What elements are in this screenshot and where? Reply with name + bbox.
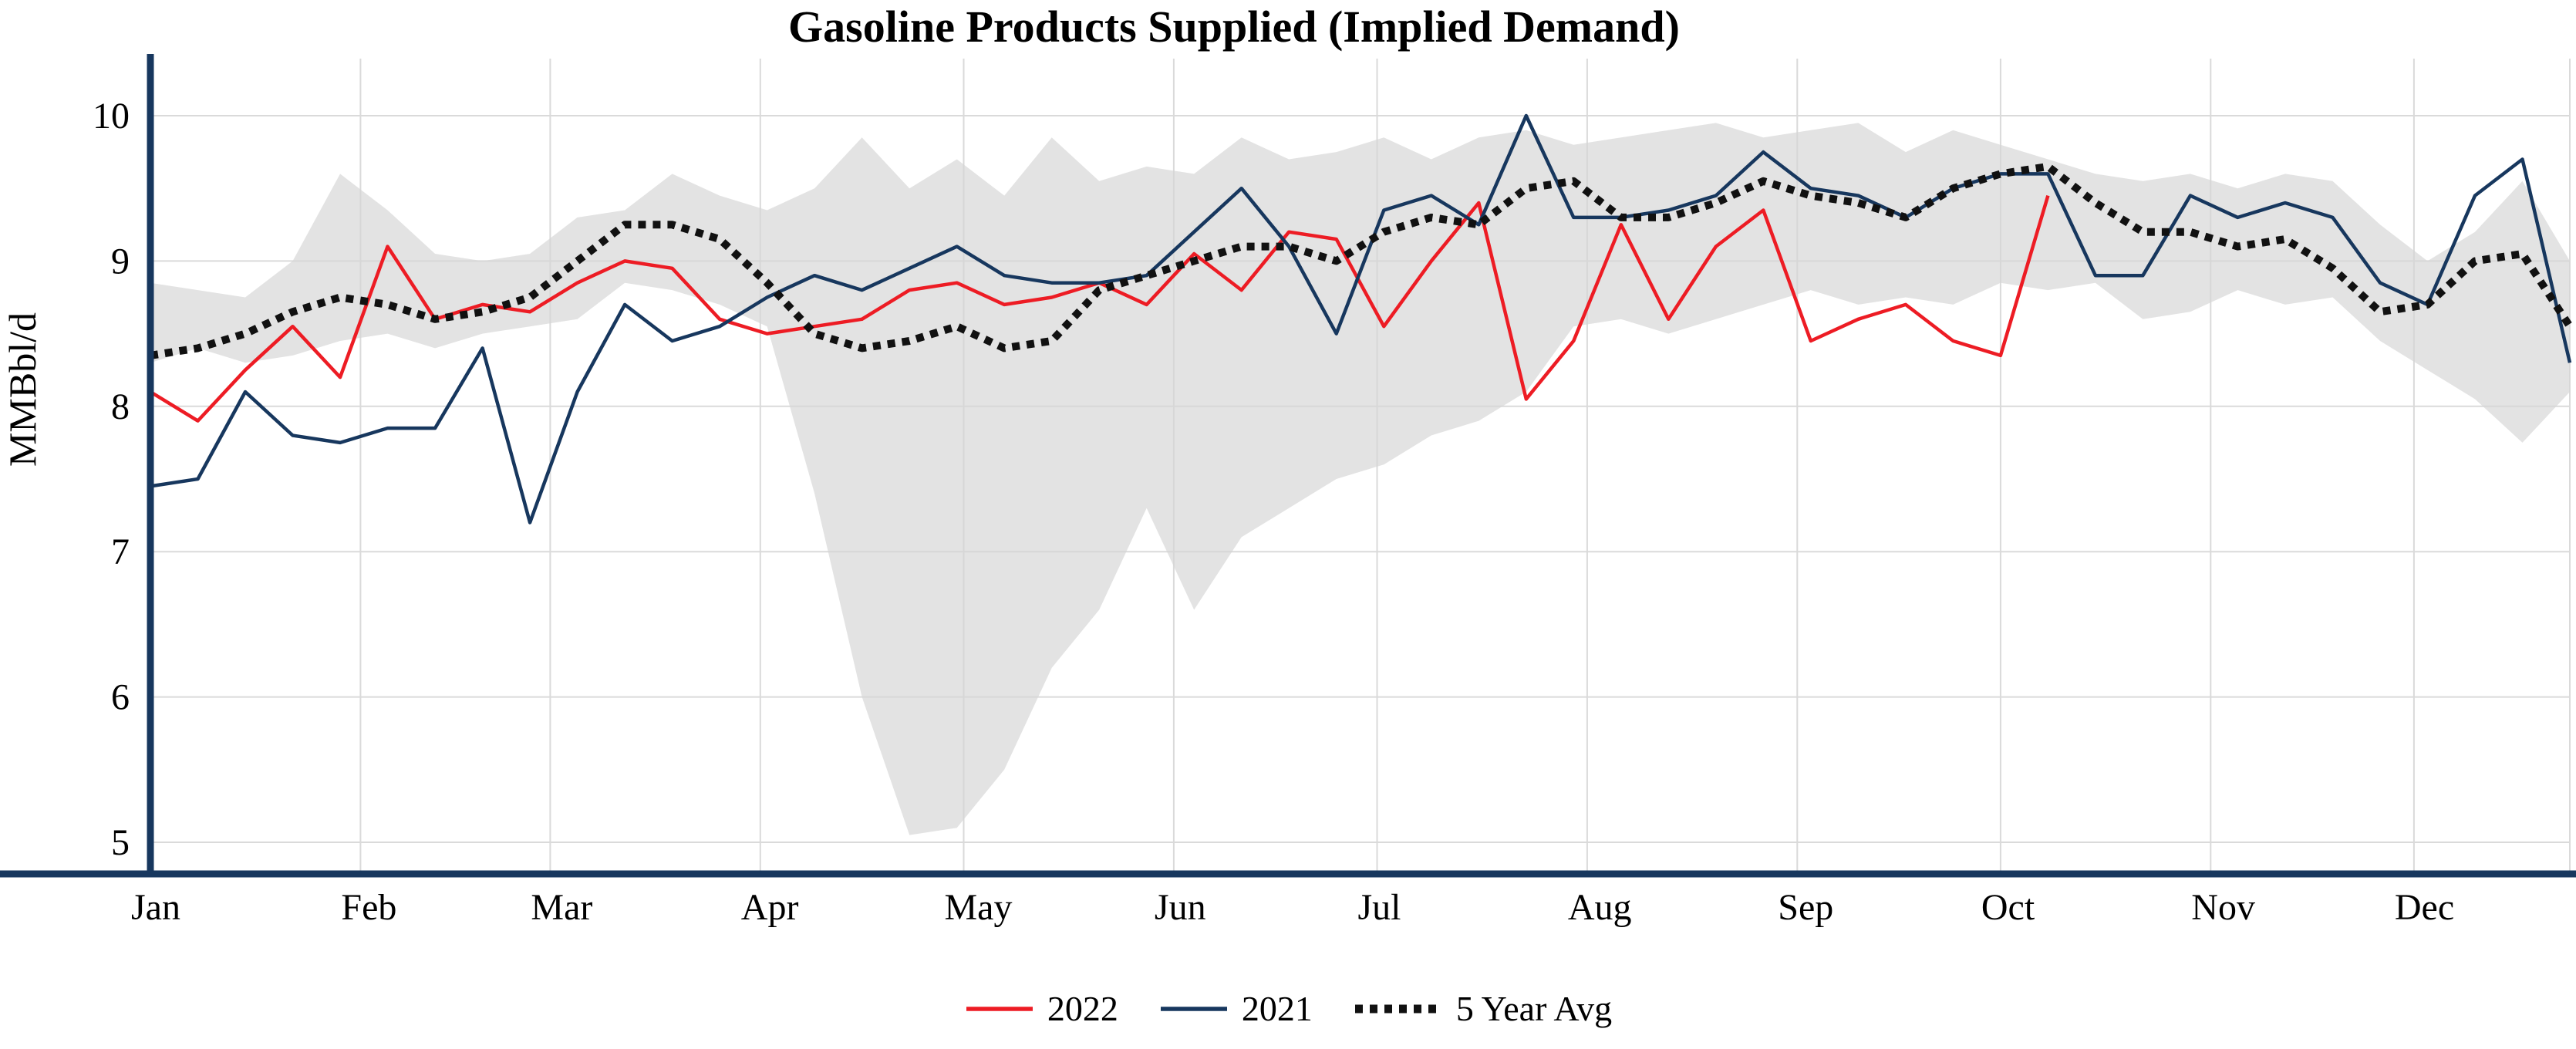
y-tick-label: 5	[111, 822, 130, 863]
legend-item-5-year-avg: 5 Year Avg	[1353, 988, 1612, 1029]
x-month-label-oct: Oct	[1981, 887, 2035, 928]
legend-item-2021: 2021	[1158, 988, 1313, 1029]
five-year-range-band	[150, 123, 2570, 835]
y-tick-label: 9	[111, 241, 130, 282]
series-lines	[149, 113, 2574, 524]
y-tick-label: 6	[111, 677, 130, 718]
legend-line-sample-2021	[1160, 1006, 1227, 1011]
legend-line-sample-2022	[966, 1006, 1033, 1011]
x-month-label-feb: Feb	[341, 887, 396, 928]
legend-label-2022: 2022	[1047, 989, 1118, 1028]
legend-item-2022: 2022	[964, 988, 1118, 1029]
chart-legend: 2022 2021 5 Year Avg	[0, 988, 2576, 1029]
y-axis-label: MMBbl/d	[1, 312, 44, 467]
x-month-label-dec: Dec	[2395, 887, 2454, 928]
axis-spines	[0, 54, 2576, 878]
legend-label-2021: 2021	[1241, 989, 1313, 1028]
y-tick-label: 7	[111, 531, 130, 572]
x-month-label-jun: Jun	[1155, 887, 1206, 928]
x-month-label-apr: Apr	[741, 887, 799, 928]
y-tick-label: 10	[93, 96, 130, 137]
chart-title: Gasoline Products Supplied (Implied Dema…	[788, 2, 1680, 52]
series-line-5-year-avg	[150, 162, 2574, 359]
x-month-label-may: May	[945, 887, 1013, 928]
x-month-label-jan: Jan	[131, 887, 180, 928]
y-tick-label: 8	[111, 386, 130, 427]
x-month-label-mar: Mar	[531, 887, 592, 928]
x-month-label-nov: Nov	[2191, 887, 2255, 928]
legend-line-sample-5-year-avg	[1354, 1004, 1441, 1013]
gridlines	[150, 59, 2571, 874]
x-month-label-sep: Sep	[1778, 887, 1833, 928]
x-month-label-jul: Jul	[1358, 887, 1401, 928]
tick-labels: 5 6 7 8 9 10 Jan Feb Mar Apr May Jun Jul Aug Sep Oct Nov…	[93, 96, 2454, 928]
range-band-group	[150, 123, 2570, 835]
x-month-label-aug: Aug	[1568, 887, 1632, 928]
legend-label-5-year-avg: 5 Year Avg	[1455, 989, 1613, 1028]
